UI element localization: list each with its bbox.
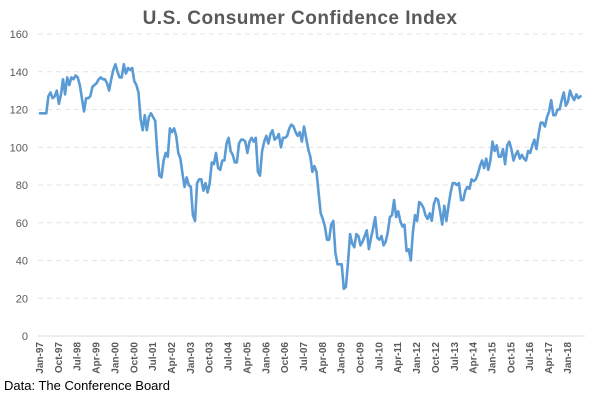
x-tick-label: Apr-02 [167, 342, 178, 374]
x-tick-label: Jul-13 [450, 342, 461, 371]
x-tick-label: Apr-11 [393, 342, 404, 374]
x-tick-label: Oct-09 [356, 342, 367, 374]
x-tick-label: Jan-12 [412, 342, 423, 374]
y-tick-label: 20 [16, 293, 28, 305]
x-tick-label: Jan-15 [488, 342, 499, 374]
y-tick-label: 100 [10, 142, 28, 154]
x-tick-label: Oct-03 [205, 342, 216, 374]
x-tick-label: Apr-17 [544, 342, 555, 374]
x-tick-label: Jan-97 [35, 342, 46, 374]
y-tick-label: 80 [16, 180, 28, 192]
x-axis-tick-labels: Jan-97 Oct-97 Jul-98 Apr-99 Jan-00 Oct-00 Jul-… [35, 342, 574, 374]
x-tick-label: Jul-07 [299, 342, 310, 371]
y-axis-tick-labels: 0 20 40 60 80 100 120 140 160 [10, 29, 28, 343]
y-tick-label: 0 [22, 331, 28, 343]
x-tick-label: Jul-01 [148, 342, 159, 371]
y-tick-label: 120 [10, 105, 28, 117]
series-layer [38, 62, 582, 291]
x-tick-label: Jan-03 [186, 342, 197, 374]
series-line [38, 62, 582, 291]
x-tick-label: Apr-14 [469, 342, 480, 374]
x-tick-label: Jan-00 [110, 342, 121, 374]
x-tick-label: Apr-08 [318, 342, 329, 374]
x-tick-label: Oct-06 [280, 342, 291, 374]
x-tick-label: Oct-12 [431, 342, 442, 374]
x-tick-label: Apr-05 [242, 342, 253, 374]
y-tick-label: 60 [16, 218, 28, 230]
x-tick-label: Jan-06 [261, 342, 272, 374]
x-tick-label: Jan-18 [563, 342, 574, 374]
x-tick-label: Jul-16 [525, 342, 536, 371]
x-tick-label: Oct-00 [129, 342, 140, 374]
x-tick-label: Jul-98 [73, 342, 84, 371]
y-tick-label: 140 [10, 67, 28, 79]
gridlines [38, 33, 585, 337]
x-tick-label: Jul-04 [224, 342, 235, 371]
x-tick-label: Oct-97 [54, 342, 65, 374]
x-tick-label: Jul-10 [374, 342, 385, 371]
source-note: Data: The Conference Board [4, 378, 170, 393]
y-tick-label: 160 [10, 29, 28, 41]
x-tick-label: Oct-15 [506, 342, 517, 374]
chart-title: U.S. Consumer Confidence Index [142, 8, 458, 29]
x-tick-label: Jan-09 [337, 342, 348, 374]
y-tick-label: 40 [16, 256, 28, 268]
x-tick-label: Apr-99 [92, 342, 103, 374]
